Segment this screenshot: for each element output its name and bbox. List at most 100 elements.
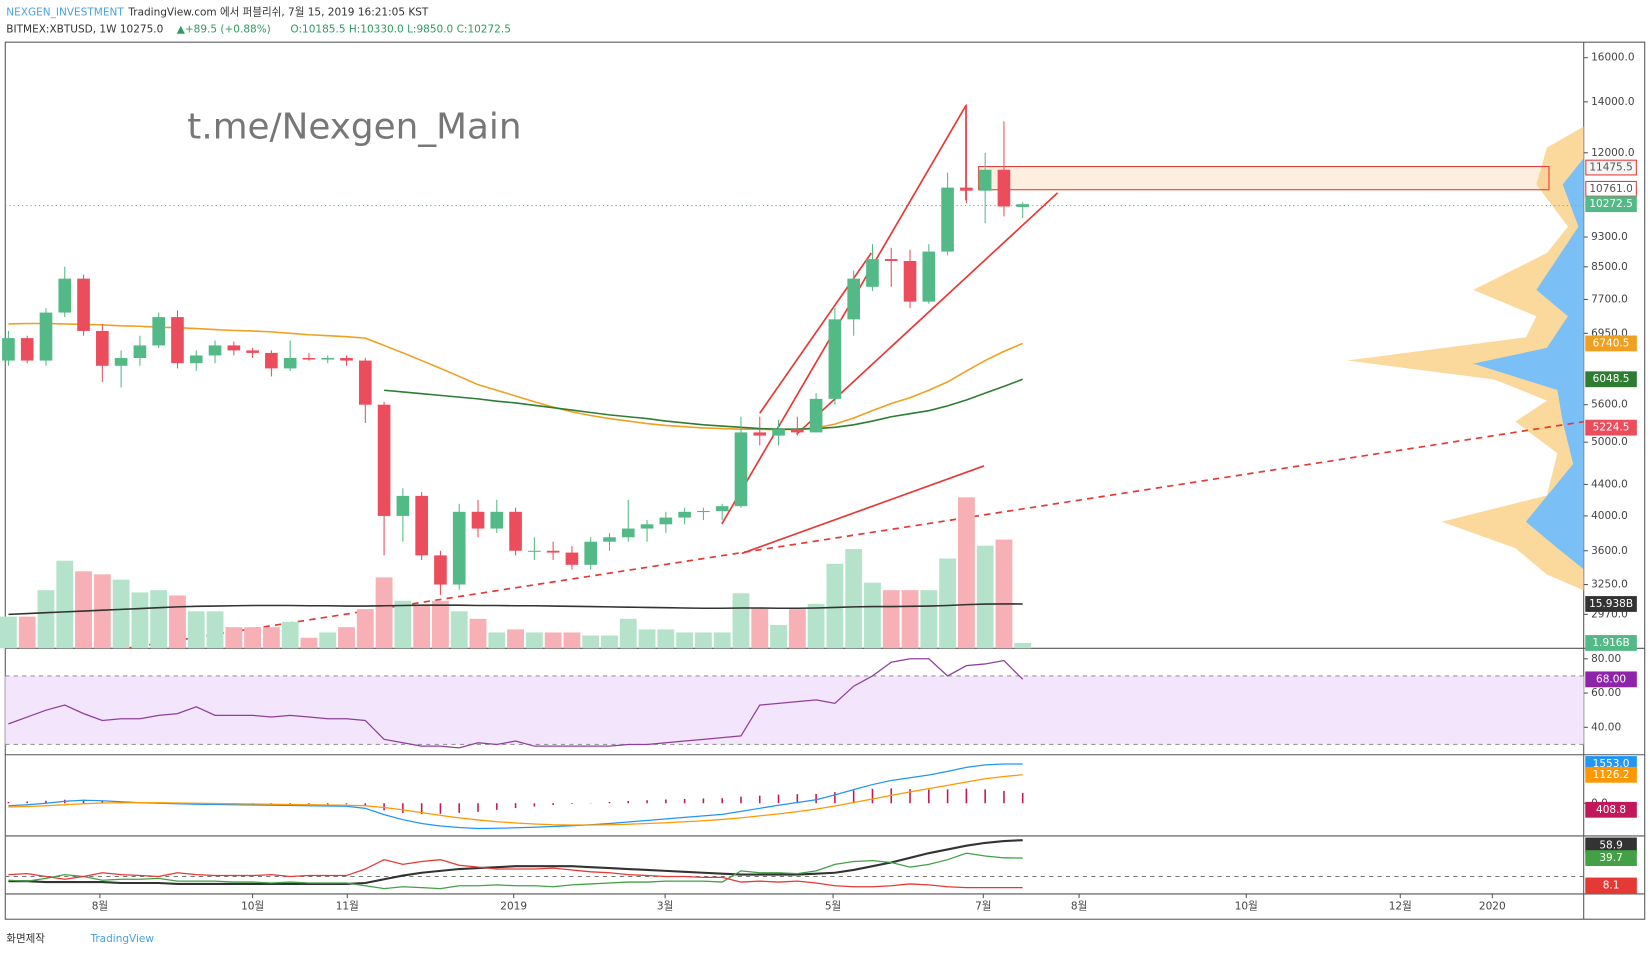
dmi-line <box>8 839 1023 885</box>
x-tick-label: 10월 <box>1235 901 1258 913</box>
volume-bar <box>0 616 17 649</box>
volume-ma <box>8 603 1023 616</box>
symbol: BITMEX:XBTUSD, 1W 10275.0 <box>6 24 163 36</box>
volume-bar <box>544 632 562 649</box>
volume-bar <box>432 600 449 649</box>
volume-bar <box>751 608 769 649</box>
candle-body <box>1016 204 1030 207</box>
volume-bar <box>56 560 74 649</box>
x-tick-label: 11월 <box>336 901 359 913</box>
rsi-tick-label: 60.00 <box>1591 687 1621 699</box>
volume-bar <box>262 627 280 649</box>
price-tag-label: 6048.5 <box>1593 373 1630 385</box>
candle-body <box>208 345 222 356</box>
footer-made: 화면제작 <box>6 933 45 945</box>
volume-bar <box>601 635 618 649</box>
rsi-band <box>5 675 1584 745</box>
candle-body <box>603 537 616 542</box>
volume-bar <box>150 590 168 649</box>
y-tick-label: 12000.0 <box>1591 147 1634 159</box>
resistance-zone <box>978 166 1550 191</box>
volume-bar <box>563 632 581 649</box>
price-tag-label: 68.00 <box>1596 673 1626 685</box>
volume-bar <box>732 593 750 649</box>
candle-body <box>734 432 748 507</box>
author: NEXGEN_INVESTMENT <box>6 7 124 19</box>
candle-body <box>922 251 936 302</box>
candle-body <box>58 278 72 313</box>
x-tick-label: 12월 <box>1389 901 1412 913</box>
candle-body <box>396 495 410 516</box>
volume-bar <box>469 618 487 649</box>
price-tag-label: 1.916B <box>1592 637 1629 649</box>
candle-body <box>884 259 898 261</box>
price-tag-label: 39.7 <box>1599 852 1622 864</box>
candle-body <box>283 357 297 369</box>
candle-body <box>20 338 34 361</box>
candle-body <box>39 312 53 361</box>
candle-body <box>321 357 335 360</box>
price-tag <box>1585 635 1637 651</box>
volume-bar <box>807 603 825 649</box>
volume-bar <box>713 632 731 649</box>
x-tick-label: 3월 <box>657 901 673 913</box>
frame <box>4 41 1646 920</box>
candle-body <box>960 187 973 191</box>
y-tick-label: 5000.0 <box>1591 436 1628 448</box>
volume-bar <box>37 590 55 649</box>
volume-bar <box>281 621 299 649</box>
candle-body <box>753 432 767 436</box>
volume-bar <box>18 616 36 649</box>
y-tick-label: 16000.0 <box>1591 52 1634 64</box>
change: ▲+89.5 (+0.88%) <box>177 24 271 36</box>
volume-bar <box>206 611 224 649</box>
volume-bar <box>187 611 205 649</box>
volume-bar <box>93 574 111 649</box>
price-tag <box>1585 180 1637 197</box>
volume-bar <box>976 545 994 649</box>
price-tag <box>1585 596 1637 612</box>
volume-bar <box>770 624 787 649</box>
volume-bar <box>300 637 318 649</box>
price-tag-label: 8.1 <box>1603 879 1620 891</box>
volume-bar <box>619 618 637 649</box>
y-tick-label: 14000.0 <box>1591 96 1634 108</box>
volume-bar <box>169 595 186 649</box>
candle-body <box>640 524 654 529</box>
volume-bar <box>638 629 656 649</box>
candle-body <box>133 345 147 358</box>
watermark: t.me/Nexgen_Main <box>187 107 521 148</box>
volume-bar <box>826 563 844 649</box>
price-tag <box>1585 766 1637 783</box>
y-tick-label: 5600.0 <box>1591 399 1628 411</box>
price-tag <box>1585 877 1637 894</box>
volume-bar <box>488 632 506 649</box>
volume-bar <box>338 627 355 649</box>
x-tick-label: 10월 <box>241 901 264 913</box>
footer-brand: TradingView <box>89 933 154 945</box>
dmi-line <box>8 859 1023 889</box>
y-tick-label: 4000.0 <box>1591 510 1628 522</box>
candle-body <box>340 357 353 361</box>
volume-bar <box>582 635 600 649</box>
price-tag-label: 6740.5 <box>1593 337 1630 349</box>
candle-body <box>152 317 165 346</box>
candle-body <box>528 550 541 552</box>
x-tick-label: 7월 <box>975 901 991 913</box>
candle-body <box>791 429 804 433</box>
volume-bar <box>1014 642 1032 649</box>
volume-bar <box>920 590 938 649</box>
candle-body <box>471 511 485 529</box>
y-tick-label: 7700.0 <box>1591 293 1628 305</box>
price-tag <box>1585 371 1637 388</box>
price-tag <box>1585 801 1637 818</box>
price-tag-label: 10272.5 <box>1589 198 1632 210</box>
moving-average <box>384 378 1024 430</box>
volume-bar <box>788 609 806 649</box>
publish-info: TradingView.com 에서 퍼블리쉬, 7월 15, 2019 16:… <box>127 7 429 19</box>
candle-body <box>772 429 785 436</box>
candle-body <box>434 555 447 585</box>
price-tag <box>1585 196 1637 213</box>
candle-body <box>302 357 316 360</box>
